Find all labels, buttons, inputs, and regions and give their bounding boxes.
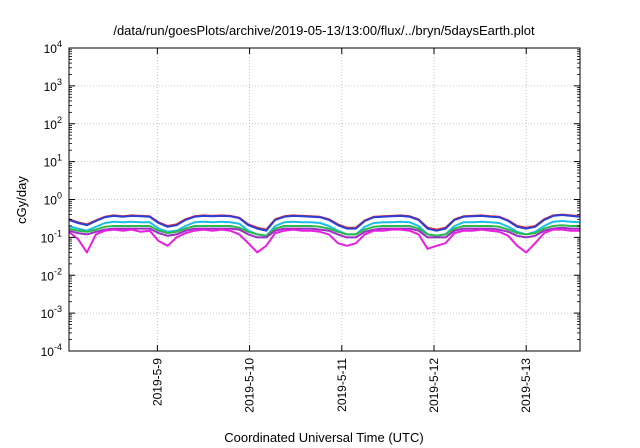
y-tick-label: 102 <box>44 115 62 132</box>
y-axis: 10-4 10-3 10-2 10-1 100 101 102 103 104 <box>41 39 580 359</box>
x-tick-label: 2019-5-9 <box>150 358 164 406</box>
y-tick-label: 101 <box>44 153 62 170</box>
y-tick-label: 10-1 <box>41 228 62 245</box>
y-tick-label: 104 <box>44 39 62 56</box>
x-axis-label: Coordinated Universal Time (UTC) <box>224 430 423 445</box>
y-tick-label: 10-3 <box>41 304 62 321</box>
series-line-3 <box>68 220 581 237</box>
series-line-2 <box>68 214 581 232</box>
x-tick-label: 2019-5-11 <box>335 358 349 412</box>
y-tick-label: 10-4 <box>41 342 62 359</box>
x-axis: 2019-5-9 2019-5-10 2019-5-11 2019-5-12 2019-… <box>150 48 533 413</box>
y-tick-label: 10-2 <box>41 266 62 283</box>
grid <box>69 48 580 351</box>
y-tick-label: 103 <box>44 77 62 94</box>
series-group <box>68 213 581 254</box>
chart-title: /data/run/goesPlots/archive/2019-05-13/1… <box>113 23 535 38</box>
x-tick-label: 2019-5-10 <box>243 358 257 413</box>
y-tick-label: 100 <box>44 191 62 208</box>
x-tick-label: 2019-5-13 <box>519 358 533 413</box>
y-axis-label: cGy/day <box>14 176 29 224</box>
x-tick-label: 2019-5-12 <box>427 358 441 413</box>
series-line-4 <box>68 224 580 237</box>
series-line-6 <box>68 228 580 254</box>
series-line-5 <box>68 226 580 239</box>
